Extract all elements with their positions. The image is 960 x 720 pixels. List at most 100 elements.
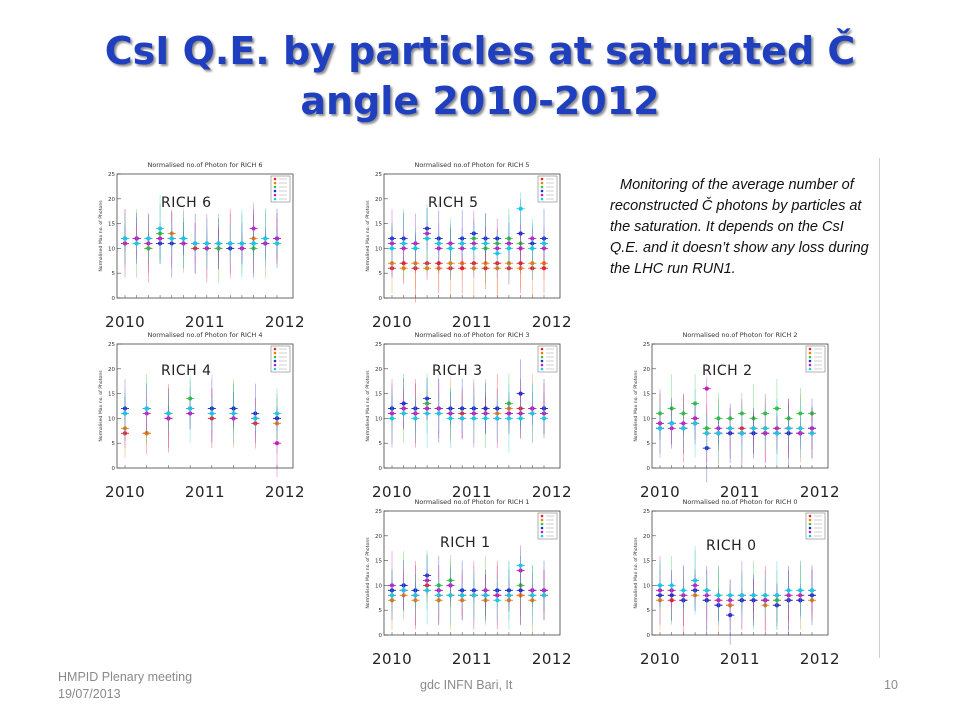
y-axis-label: Normalised Max no. of Photons [98, 370, 104, 442]
year-2011: 2011 [451, 313, 493, 331]
legend-marker [540, 189, 544, 193]
y-tick-label: 20 [108, 197, 115, 203]
legend-marker [540, 177, 544, 181]
legend-marker [273, 363, 277, 367]
year-2010: 2010 [372, 650, 413, 668]
year-2011: 2011 [719, 650, 761, 668]
y-axis-label: Normalised Max no. of Photons [365, 537, 371, 609]
plot-rich6-svg: Normalised no.of Photon for RICH 6 0 5 10 15… [98, 161, 294, 302]
y-tick-label: 10 [643, 583, 650, 589]
legend-marker [808, 367, 812, 371]
legend-marker [808, 351, 812, 355]
plot-frame [651, 510, 829, 636]
plot-rich0-years: 2010 2011 2012 [640, 650, 840, 668]
y-tick-label: 20 [375, 367, 382, 373]
plot-rich5-label: RICH 5 [428, 195, 479, 211]
slide-title-line1: CsI Q.E. by particles at saturated Č [104, 29, 856, 73]
y-tick-label: 10 [643, 416, 650, 422]
data-point [518, 563, 523, 568]
y-tick-label: 25 [375, 342, 382, 348]
data-point [413, 416, 418, 421]
data-point [274, 411, 280, 416]
data-point [798, 588, 803, 593]
data-point [460, 593, 465, 598]
data-point [798, 426, 803, 431]
data-point [188, 406, 193, 411]
legend-marker [273, 359, 277, 363]
y-tick-label: 25 [108, 172, 115, 178]
monitoring-note: Monitoring of the average number of reco… [610, 175, 920, 280]
data-point [669, 421, 674, 426]
data-point [495, 251, 500, 256]
plot-title: Normalised no.of Photon for RICH 3 [414, 331, 529, 339]
note-line: Monitoring of the average number of [620, 177, 854, 193]
plot-frame [383, 173, 561, 299]
data-point [739, 431, 744, 436]
year-2011: 2011 [719, 483, 761, 501]
data-point [460, 241, 465, 246]
data-point [506, 246, 512, 251]
y-tick-label: 20 [108, 367, 115, 373]
data-point [681, 588, 686, 593]
legend-marker [540, 181, 544, 185]
data-point [144, 406, 149, 411]
year-2012: 2012 [531, 313, 572, 331]
legend-marker [808, 355, 812, 359]
note-line: reconstructed Č photons by particles at [610, 198, 862, 214]
data-point [193, 241, 198, 246]
year-2012: 2012 [531, 483, 572, 501]
year-2010: 2010 [105, 483, 146, 501]
divider-line [879, 158, 880, 658]
data-point [518, 416, 523, 421]
footer-affiliation: gdc INFN Bari, It [420, 678, 513, 692]
legend-box [270, 345, 291, 373]
data-point [181, 236, 186, 241]
plot-rich6-years: 2010 2011 2012 [105, 313, 305, 331]
legend-marker [808, 522, 812, 526]
legend-marker [808, 518, 812, 522]
plot-frame [383, 510, 561, 636]
legend-marker [808, 359, 812, 363]
data-point [692, 421, 698, 426]
year-2011: 2011 [451, 650, 493, 668]
data-point [239, 241, 245, 246]
legend-marker [273, 181, 277, 185]
y-tick-label: 25 [643, 342, 650, 348]
y-axis-label: Normalised Max no. of Photons [365, 200, 371, 272]
year-2012: 2012 [799, 650, 840, 668]
note-line: Q.E. and it doesn’t show any loss during [610, 240, 869, 256]
data-point [424, 236, 430, 241]
year-2010: 2010 [372, 313, 413, 331]
plot-rich3-svg: Normalised no.of Photon for RICH 3 0 5 10 15… [365, 331, 561, 472]
y-tick-label: 25 [108, 342, 115, 348]
legend-marker [540, 514, 544, 518]
data-point [204, 241, 209, 246]
data-point [413, 246, 418, 251]
legend-box [537, 345, 558, 373]
data-point [389, 593, 395, 598]
y-tick-label: 10 [108, 246, 115, 252]
slide-title-line2: angle 2010-2012 [300, 79, 660, 123]
data-point [436, 593, 441, 598]
plot-title: Normalised no.of Photon for RICH 4 [147, 331, 262, 339]
data-point [739, 593, 744, 598]
plot-rich4-label: RICH 4 [161, 363, 212, 379]
legend-marker [808, 534, 812, 538]
data-point [530, 246, 535, 251]
plot-rich5-svg: Normalised no.of Photon for RICH 5 0 5 10 15… [365, 161, 561, 303]
data-point [263, 236, 268, 241]
data-point [704, 431, 709, 436]
y-tick-label: 25 [375, 509, 382, 515]
y-tick-label: 0 [647, 633, 651, 639]
y-tick-label: 15 [375, 222, 382, 228]
y-tick-label: 15 [375, 559, 382, 565]
plot-title: Normalised no.of Photon for RICH 2 [682, 331, 797, 339]
data-point [157, 226, 163, 231]
y-axis-label: Normalised Max no. of Photons [98, 200, 104, 272]
plot-rich0: Normalised no.of Photon for RICH 0 0 5 10 15… [630, 497, 839, 668]
data-point [704, 386, 709, 391]
data-point [751, 426, 756, 431]
plot-rich2-svg: Normalised no.of Photon for RICH 2 0 5 10 15… [633, 331, 829, 483]
data-point [495, 598, 500, 603]
data-point [669, 583, 674, 588]
